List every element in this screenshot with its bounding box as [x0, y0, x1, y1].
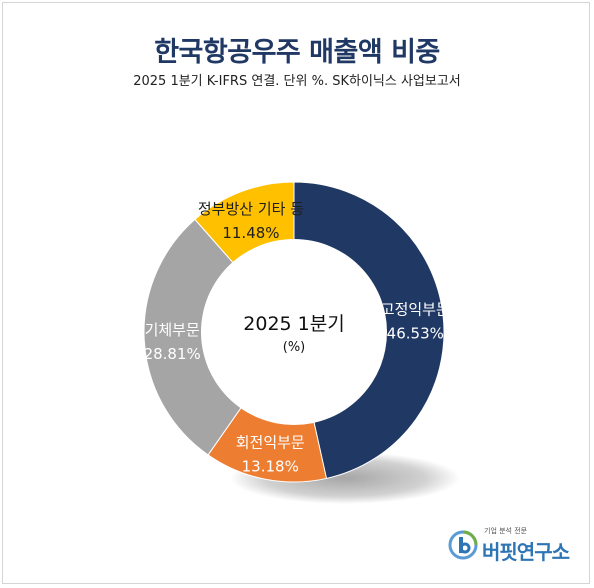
slice-label-name-3: 정부방산 기타 등 — [198, 200, 304, 218]
slice-label-name-0: 고정익부문 — [381, 301, 450, 319]
buffett-lab-logo-icon — [448, 530, 478, 560]
donut-hole — [201, 239, 387, 425]
slice-label-value-1: 13.18% — [242, 458, 299, 476]
slice-label-value-0: 46.53% — [387, 325, 444, 343]
slice-label-name-2: 기체부문 — [145, 321, 200, 339]
slice-label-value-3: 11.48% — [222, 224, 279, 242]
slice-label-value-2: 28.81% — [144, 345, 201, 363]
logo-tagline: 기업 분석 전문 — [484, 527, 528, 535]
logo-name: 버핏연구소 — [482, 540, 570, 564]
chart-frame — [2, 2, 590, 584]
center-unit: (%) — [283, 340, 306, 355]
buffett-lab-logo: 기업 분석 전문 버핏연구소 — [448, 524, 578, 564]
center-label: 2025 1분기 — [243, 313, 344, 335]
slice-label-name-1: 회전익부문 — [236, 434, 305, 452]
chart-title: 한국항공우주 매출액 비중 — [154, 37, 440, 68]
chart-subtitle: 2025 1분기 K-IFRS 연결. 단위 %. SK하이닉스 사업보고서 — [133, 74, 461, 89]
